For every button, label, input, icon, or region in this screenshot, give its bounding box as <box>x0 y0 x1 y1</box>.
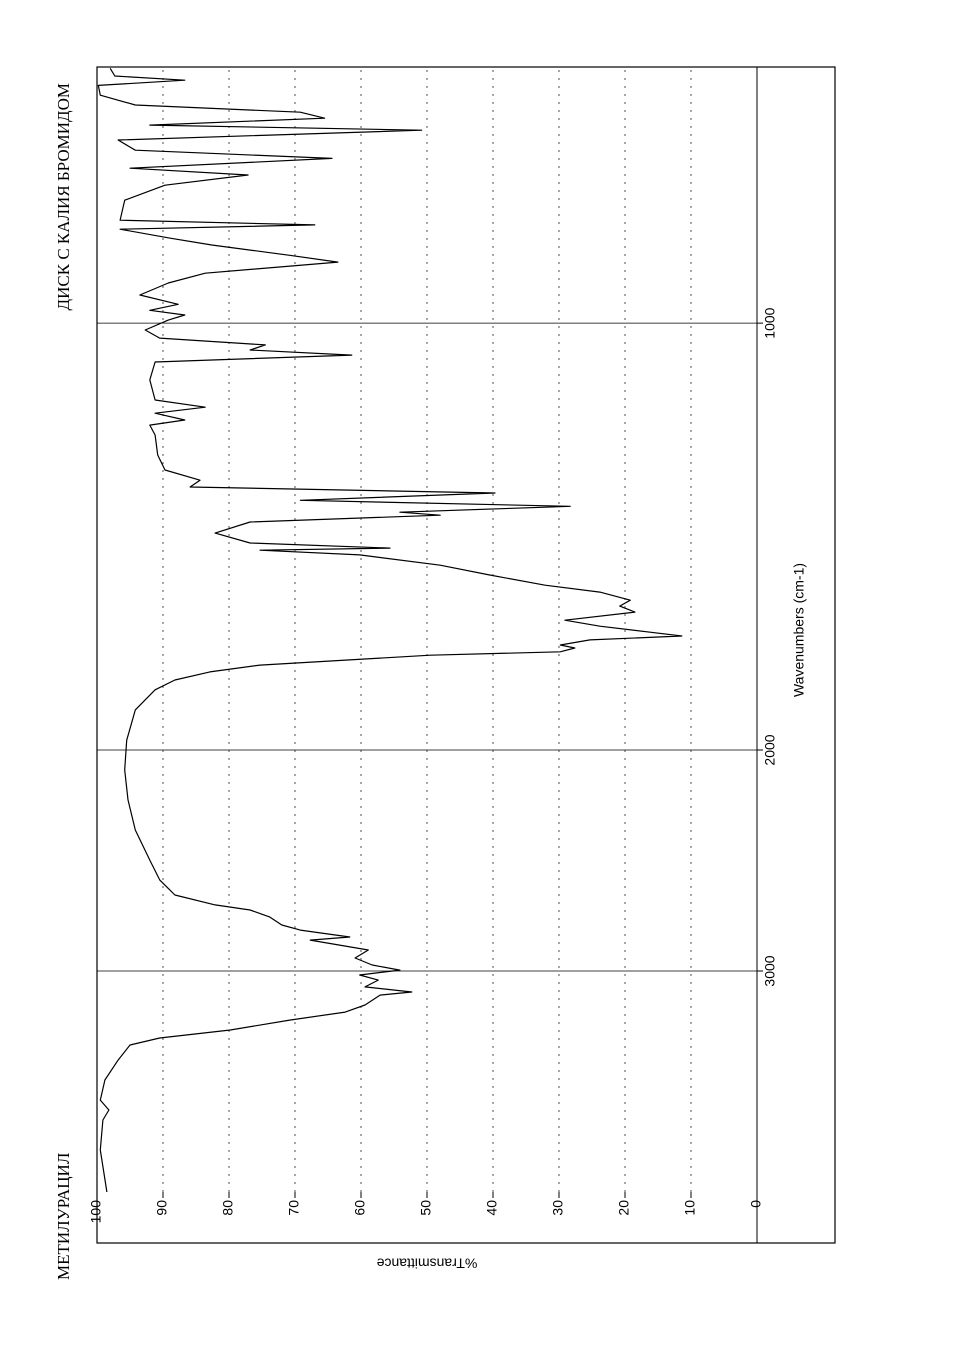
y-tick-label: 50 <box>418 1200 434 1216</box>
y-tick-label: 0 <box>748 1200 764 1208</box>
chart-title: МЕТИЛУРАЦИЛ <box>54 1152 73 1280</box>
spectrum-line <box>97 67 683 1193</box>
outer-frame <box>96 66 836 1244</box>
y-tick-label: 100 <box>88 1200 104 1224</box>
y-tick-label: 40 <box>484 1200 500 1216</box>
y-tick-label: 70 <box>286 1200 302 1216</box>
y-tick-label: 10 <box>682 1200 698 1216</box>
y-tick-label: 20 <box>616 1200 632 1216</box>
x-tick-label: 2000 <box>762 734 778 765</box>
y-tick-label: 60 <box>352 1200 368 1216</box>
chart-subtitle: ДИСК С КАЛИЯ БРОМИДОМ <box>54 83 73 310</box>
chart: МЕТИЛУРАЦИЛ ДИСК С КАЛИЯ БРОМИДОМ Wavenu… <box>54 66 836 1280</box>
y-tick-label: 80 <box>220 1200 236 1216</box>
x-tick-label: 3000 <box>762 955 778 986</box>
x-tick-label: 1000 <box>762 307 778 338</box>
y-tick-label: 30 <box>550 1200 566 1216</box>
x-axis-title: Wavenumbers (cm-1) <box>791 563 807 697</box>
y-tick-label: 90 <box>154 1200 170 1216</box>
y-axis-title: %Transmittance <box>376 1255 477 1271</box>
